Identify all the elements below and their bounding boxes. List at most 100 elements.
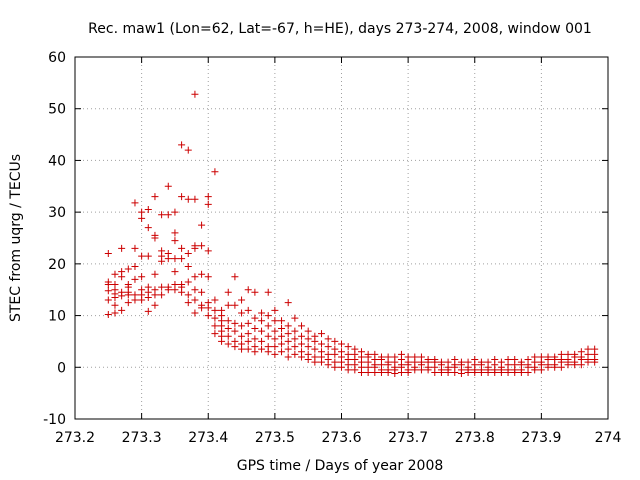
data-point (138, 214, 146, 222)
data-point (211, 296, 219, 304)
data-point (298, 353, 306, 361)
data-point (404, 368, 412, 376)
data-point (324, 361, 332, 369)
data-point (437, 368, 445, 376)
data-point (184, 146, 192, 154)
data-point (164, 286, 172, 294)
data-point (484, 368, 492, 376)
data-point (271, 343, 279, 351)
data-point (171, 208, 179, 216)
data-point (517, 368, 525, 376)
data-point (384, 368, 392, 376)
data-point (144, 224, 152, 232)
data-point (151, 301, 159, 309)
data-point (278, 325, 286, 332)
data-point (218, 337, 226, 345)
data-point (191, 296, 199, 304)
data-point (264, 312, 272, 320)
x-tick-label: 273.2 (55, 430, 95, 446)
data-point (371, 368, 379, 376)
data-point (138, 208, 146, 216)
data-point (144, 293, 152, 301)
data-point (198, 221, 206, 229)
data-point (191, 195, 199, 203)
x-tick-label: 273.9 (521, 430, 561, 446)
data-point (251, 325, 259, 332)
data-point (311, 337, 319, 345)
data-point (524, 368, 532, 376)
data-point (291, 343, 299, 351)
data-point (238, 332, 246, 340)
data-point (571, 361, 579, 369)
data-point (131, 199, 139, 207)
data-point (331, 337, 339, 345)
data-point (251, 288, 259, 296)
y-tick-label: 10 (48, 309, 66, 325)
x-axis-ticks: 273.2 273.3 273.4 273.5 273.6 273.7 273.8 273.9… (55, 57, 621, 446)
data-point (211, 322, 219, 330)
data-point (178, 255, 186, 263)
data-point (184, 291, 192, 299)
data-point (204, 247, 212, 255)
data-point (184, 262, 192, 270)
data-point (477, 368, 485, 376)
data-point (191, 90, 199, 98)
data-point (191, 273, 199, 281)
data-point (284, 345, 292, 353)
data-point (231, 343, 239, 351)
data-point (324, 343, 332, 351)
data-point (164, 182, 172, 190)
data-point (584, 358, 592, 366)
data-point (231, 301, 239, 309)
data-point (271, 335, 279, 343)
data-point (577, 361, 585, 369)
data-point (557, 363, 565, 371)
data-point (251, 348, 259, 356)
data-point (551, 363, 559, 371)
data-point (164, 211, 172, 219)
data-point (244, 286, 252, 294)
data-point (158, 257, 166, 265)
data-point (457, 369, 465, 377)
data-point (331, 350, 339, 358)
data-point (144, 307, 152, 315)
data-point (118, 273, 126, 281)
data-point (238, 296, 246, 304)
data-point (411, 366, 419, 374)
data-point (118, 292, 126, 300)
data-point (304, 356, 312, 364)
data-point (304, 335, 312, 343)
data-point (271, 306, 279, 314)
data-point (198, 242, 206, 250)
data-point (118, 306, 126, 314)
data-point (131, 275, 139, 283)
data-point (284, 353, 292, 361)
data-point (364, 368, 372, 376)
data-point (331, 363, 339, 371)
data-point (124, 291, 132, 299)
data-point (284, 322, 292, 330)
y-tick-label: -10 (43, 412, 66, 428)
data-point (171, 229, 179, 237)
data-point (171, 286, 179, 294)
data-point (258, 317, 266, 325)
data-point (278, 340, 286, 348)
data-point (144, 252, 152, 260)
data-point (224, 332, 232, 340)
data-point (144, 206, 152, 214)
data-point (198, 304, 206, 312)
data-point (198, 288, 206, 296)
data-point (304, 327, 312, 335)
data-point (118, 244, 126, 252)
data-point (191, 244, 199, 252)
data-point (304, 343, 312, 351)
y-tick-label: 60 (48, 50, 66, 66)
data-point (298, 340, 306, 348)
data-point (104, 281, 112, 289)
data-point (204, 304, 212, 312)
data-point (244, 319, 252, 327)
data-point (224, 301, 232, 309)
data-point (224, 325, 232, 332)
data-point (318, 340, 326, 348)
